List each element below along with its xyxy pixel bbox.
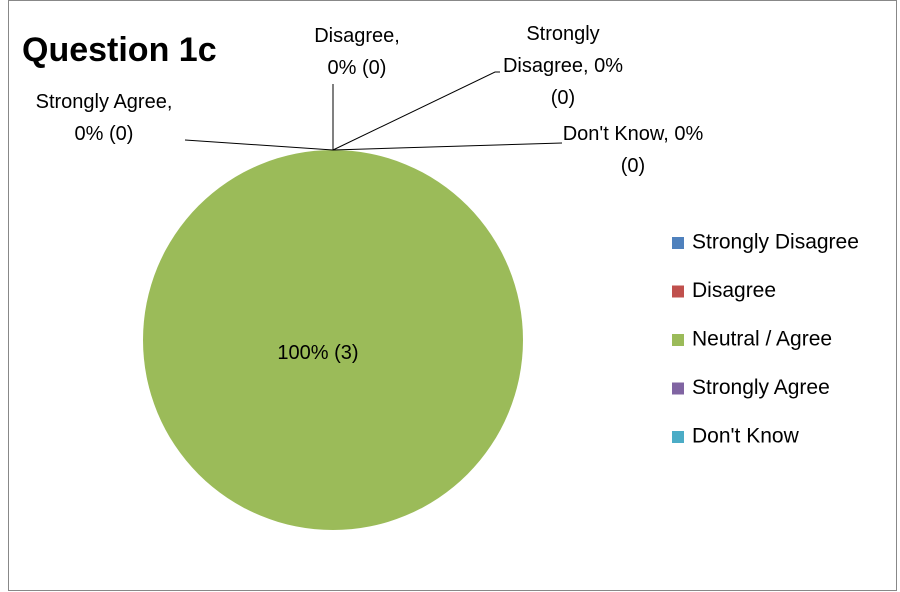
legend-swatch (672, 431, 684, 443)
legend-swatch (672, 237, 684, 249)
legend-swatch (672, 285, 684, 298)
legend-label: Disagree (692, 279, 776, 302)
data-label: Disagree, 0% (0) (314, 25, 400, 79)
legend-label: Neutral / Agree (692, 328, 832, 351)
leader-line (332, 71, 500, 151)
data-label: Strongly Agree, 0% (0) (35, 91, 173, 145)
legend-swatch (672, 382, 684, 395)
data-label: Strongly Disagree, 0% (0) (502, 23, 624, 109)
legend-label: Don't Know (692, 425, 800, 448)
data-label: 100% (3) (277, 342, 359, 364)
chart-title: Question 1c (22, 31, 217, 69)
legend-label: Strongly Agree (692, 376, 830, 399)
pie-slice (143, 150, 523, 530)
legend-swatch (672, 334, 684, 346)
leader-line (332, 142, 563, 151)
leader-line (184, 139, 334, 151)
legend-label: Strongly Disagree (692, 231, 859, 254)
data-label: Don't Know, 0% (0) (562, 123, 704, 177)
